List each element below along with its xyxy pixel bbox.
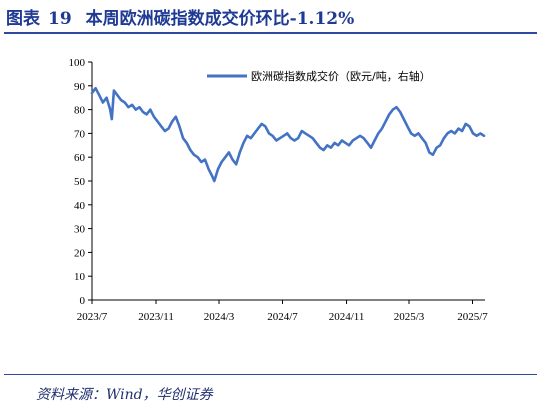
figure-title-text: 本周欧洲碳指数成交价环比-1.12% xyxy=(85,9,355,29)
figure-title: 图表 19 本周欧洲碳指数成交价环比-1.12% xyxy=(6,4,354,29)
y-tick-label: 0 xyxy=(80,295,86,307)
source-rule xyxy=(4,374,537,375)
chart-axes xyxy=(88,61,485,304)
legend-label: 欧洲碳指数成交价（欧元/吨，右轴） xyxy=(251,69,431,83)
series-line xyxy=(90,86,486,183)
x-tick-label: 2024/7 xyxy=(267,311,298,323)
y-tick-label: 100 xyxy=(69,57,86,69)
source-note: 资料来源：Wind，华创证券 xyxy=(36,387,213,403)
y-tick-label: 50 xyxy=(74,176,86,188)
x-tick-label: 2023/11 xyxy=(138,311,174,323)
y-tick-label: 60 xyxy=(74,152,86,164)
figure-number: 19 xyxy=(48,9,72,29)
y-tick-label: 30 xyxy=(74,224,86,236)
y-axis-tick-labels: 0 10 20 30 40 50 60 70 80 90 100 xyxy=(69,57,86,307)
legend: 欧洲碳指数成交价（欧元/吨，右轴） xyxy=(207,69,431,83)
figure-label: 图表 xyxy=(6,9,40,29)
x-tick-label: 2024/3 xyxy=(204,311,235,323)
y-tick-label: 10 xyxy=(74,271,86,283)
y-tick-label: 70 xyxy=(74,128,86,140)
series-layer xyxy=(90,86,486,183)
x-tick-label: 2025/3 xyxy=(394,311,425,323)
x-axis-tick-labels: 2023/7 2023/11 2024/3 2024/7 2024/11 2025/3 20… xyxy=(77,311,489,323)
y-tick-label: 20 xyxy=(74,247,86,259)
y-tick-label: 90 xyxy=(74,81,86,93)
title-rule xyxy=(4,32,537,34)
y-tick-label: 80 xyxy=(74,105,86,117)
y-tick-label: 40 xyxy=(74,200,86,212)
x-tick-label: 2024/11 xyxy=(329,311,365,323)
x-tick-label: 2023/7 xyxy=(77,311,108,323)
x-tick-label: 2025/7 xyxy=(457,311,488,323)
